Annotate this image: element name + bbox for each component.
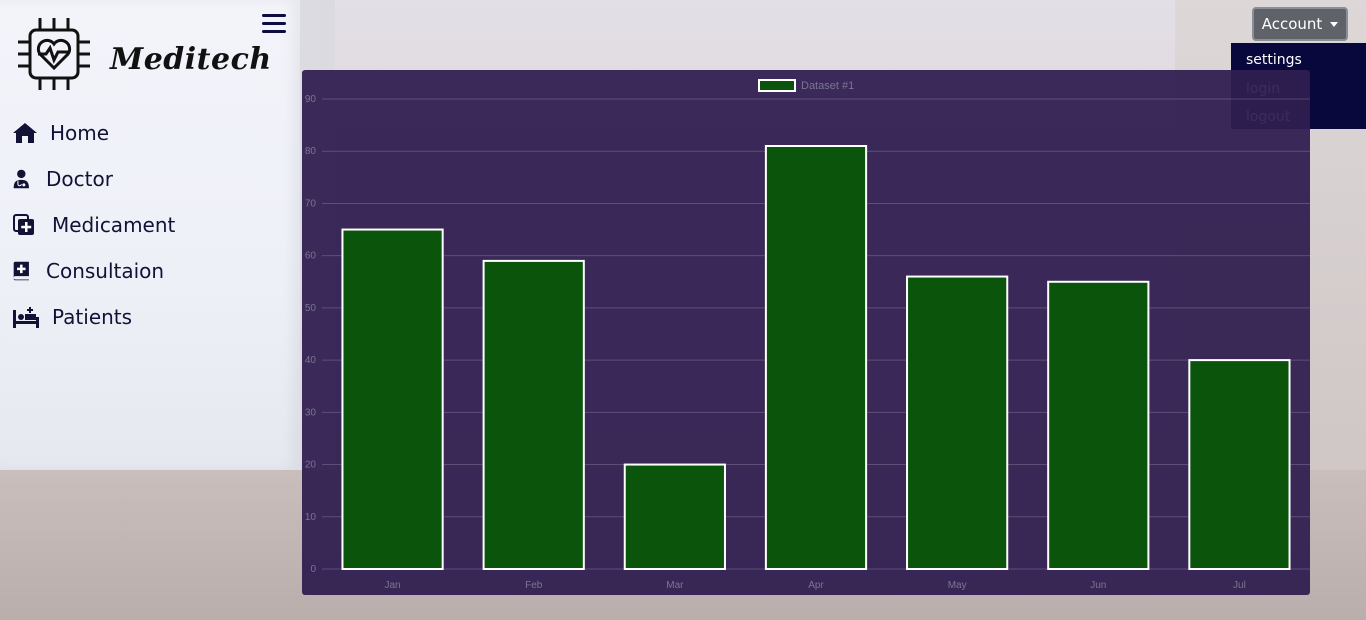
bar-mar[interactable] [623,463,726,570]
y-tick-label: 90 [305,94,317,105]
y-tick-label: 0 [310,564,316,575]
x-tick-label: Feb [525,580,543,591]
x-tick-label: Jul [1233,580,1246,591]
dropdown-item-settings[interactable]: settings [1246,52,1302,68]
account-dropdown-button[interactable]: Account [1252,7,1348,41]
sidebar-item-label: Medicament [52,213,176,237]
sidebar-item-medicament[interactable]: Medicament [12,202,175,248]
bar-jan[interactable] [341,228,444,571]
bar-apr[interactable] [764,145,868,570]
sidebar-item-home[interactable]: Home [12,110,175,156]
sidebar-item-label: Consultaion [46,259,165,283]
sidebar-item-doctor[interactable]: Doctor [12,156,175,202]
sidebar-item-label: Patients [52,305,133,329]
legend-swatch [758,79,796,92]
bar-jun[interactable] [1047,280,1150,570]
menu-toggle-icon[interactable] [262,14,286,36]
bar-chart: 0 10 20 30 40 50 60 70 80 90 Jan Feb Mar Apr May Jun Jul… [305,79,1310,591]
sidebar-item-consultation[interactable]: Consultaion [12,248,175,294]
y-tick-label: 20 [305,460,317,471]
medicament-icon [13,214,34,235]
home-icon [13,123,37,143]
sidebar: Home Doctor Medicament Consultaion [12,110,175,340]
doctor-icon [13,169,29,189]
sidebar-item-patients[interactable]: Patients [12,294,175,340]
caret-down-icon [1330,21,1339,27]
y-tick-label: 80 [305,146,317,157]
bar-jul[interactable] [1188,359,1291,570]
app-logo[interactable]: Meditech [14,14,271,94]
y-tick-label: 50 [305,303,317,314]
bar-may[interactable] [906,275,1009,571]
heart-chip-icon [18,18,90,90]
x-tick-label: Apr [808,580,824,591]
x-tick-label: Jan [385,580,401,591]
sidebar-item-label: Doctor [46,167,113,191]
y-tick-label: 40 [305,355,317,366]
x-tick-label: Mar [666,580,684,591]
y-tick-label: 10 [305,512,317,523]
y-tick-label: 30 [305,407,317,418]
x-tick-label: May [948,580,967,591]
account-label: Account [1261,15,1323,33]
x-tick-label: Jun [1090,580,1106,591]
consultation-icon [13,261,29,281]
sidebar-item-label: Home [50,121,110,145]
y-tick-label: 70 [305,198,317,209]
patients-icon [13,307,39,328]
chart-panel: 0 10 20 30 40 50 60 70 80 90 Jan Feb Mar Apr May Jun Jul… [302,70,1310,595]
bar-feb[interactable] [482,259,585,570]
logo-text: Meditech [110,42,272,77]
y-tick-label: 60 [305,251,317,262]
legend-label: Dataset #1 [801,80,854,92]
